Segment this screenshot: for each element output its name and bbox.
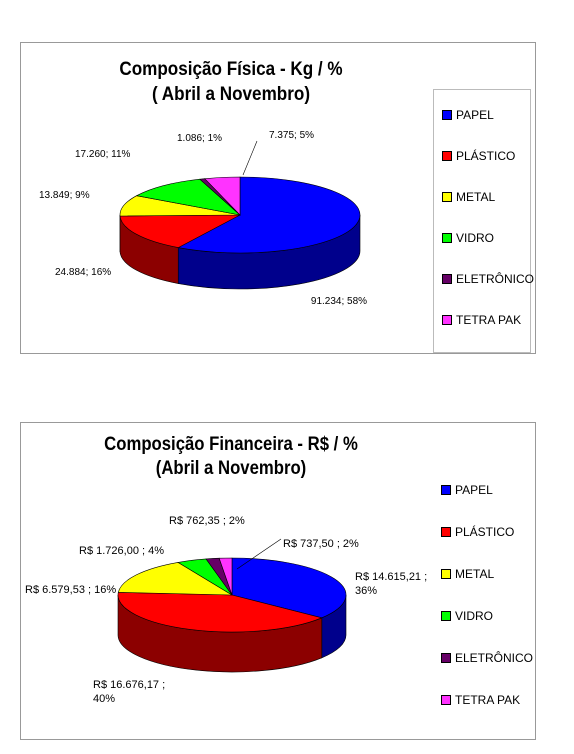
legend: PAPEL PLÁSTICO METAL VIDRO ELETRÔNICO TE… bbox=[433, 467, 533, 737]
title-line-2: (Abril a Novembro) bbox=[155, 458, 307, 479]
chart-title: Composição Física - Kg / % ( Abril a Nov… bbox=[42, 57, 420, 107]
legend-label: ELETRÔNICO bbox=[456, 272, 535, 286]
legend: PAPEL PLÁSTICO METAL VIDRO ELETRÔNICO TE… bbox=[433, 89, 534, 353]
data-label: R$ 737,50 ; 2% bbox=[283, 538, 359, 550]
legend-label: VIDRO bbox=[455, 609, 494, 623]
data-label: 91.234; 58% bbox=[311, 296, 367, 307]
data-label: 7.375; 5% bbox=[269, 130, 314, 141]
legend-swatch bbox=[441, 569, 451, 579]
legend-label: PAPEL bbox=[456, 108, 494, 122]
pie-chart: 91.234; 58% 24.884; 16% 13.849; 9% 17.260; … bbox=[39, 130, 367, 307]
pie-chart: R$ 14.615,21 ; 36% R$ 16.676,17 ; 40% R$ 6.5… bbox=[25, 515, 427, 705]
legend-label: PAPEL bbox=[455, 483, 493, 497]
pie-slice bbox=[218, 557, 233, 596]
data-label: R$ 14.615,21 ; 36% bbox=[355, 571, 427, 597]
title-line-1: Composição Física - Kg / % bbox=[119, 59, 343, 80]
data-label: R$ 1.726,00 ; 4% bbox=[79, 545, 164, 557]
data-label: 17.260; 11% bbox=[75, 149, 131, 160]
legend-swatch bbox=[441, 695, 451, 705]
legend-item: TETRA PAK bbox=[441, 693, 520, 707]
legend-item: TETRA PAK bbox=[442, 313, 521, 327]
title-line-2: ( Abril a Novembro) bbox=[151, 84, 311, 105]
legend-swatch bbox=[442, 315, 452, 325]
legend-item: METAL bbox=[442, 190, 495, 204]
legend-swatch bbox=[442, 151, 452, 161]
legend-swatch bbox=[441, 653, 451, 663]
chart-physical-composition: Composição Física - Kg / % ( Abril a Nov… bbox=[20, 42, 536, 354]
legend-swatch bbox=[442, 233, 452, 243]
pie-slice bbox=[117, 562, 234, 596]
legend-item: METAL bbox=[441, 567, 494, 581]
legend-item: ELETRÔNICO bbox=[442, 272, 534, 286]
pie-slice bbox=[231, 557, 347, 619]
legend-label: ELETRÔNICO bbox=[455, 651, 534, 665]
leader-line bbox=[236, 538, 282, 570]
legend-swatch bbox=[442, 192, 452, 202]
legend-swatch bbox=[442, 274, 452, 284]
legend-label: PLÁSTICO bbox=[456, 149, 516, 163]
pie-slice bbox=[117, 592, 323, 633]
pie-slice bbox=[119, 214, 241, 248]
data-label: 24.884; 16% bbox=[55, 267, 111, 278]
data-label: R$ 16.676,17 ; 40% bbox=[93, 679, 165, 705]
legend-label: METAL bbox=[456, 190, 496, 204]
legend-label: METAL bbox=[455, 567, 495, 581]
legend-item: PAPEL bbox=[442, 108, 494, 122]
legend-item: PAPEL bbox=[441, 483, 493, 497]
legend-item: ELETRÔNICO bbox=[441, 651, 533, 665]
pie-slice bbox=[135, 178, 242, 216]
legend-item: VIDRO bbox=[441, 609, 493, 623]
chart-financial-composition: Composição Financeira - R$ / % (Abril a … bbox=[20, 422, 536, 740]
data-label: 1.086; 1% bbox=[177, 133, 222, 144]
legend-label: TETRA PAK bbox=[455, 693, 521, 707]
legend-item: PLÁSTICO bbox=[441, 525, 514, 539]
title-line-1: Composição Financeira - R$ / % bbox=[104, 434, 358, 455]
legend-label: PLÁSTICO bbox=[455, 525, 515, 539]
legend-swatch bbox=[442, 110, 452, 120]
data-label: R$ 762,35 ; 2% bbox=[169, 515, 245, 527]
pie-slice bbox=[177, 176, 361, 254]
data-label: R$ 6.579,53 ; 16% bbox=[25, 584, 116, 596]
legend-label: TETRA PAK bbox=[456, 313, 522, 327]
legend-item: PLÁSTICO bbox=[442, 149, 515, 163]
pie-slice bbox=[204, 176, 241, 216]
legend-label: VIDRO bbox=[456, 231, 495, 245]
leader-line bbox=[242, 140, 258, 176]
legend-swatch bbox=[441, 485, 451, 495]
legend-swatch bbox=[441, 527, 451, 537]
legend-item: VIDRO bbox=[442, 231, 494, 245]
chart-title: Composição Financeira - R$ / % (Abril a … bbox=[46, 433, 416, 481]
data-label: 13.849; 9% bbox=[39, 190, 90, 201]
legend-swatch bbox=[441, 611, 451, 621]
